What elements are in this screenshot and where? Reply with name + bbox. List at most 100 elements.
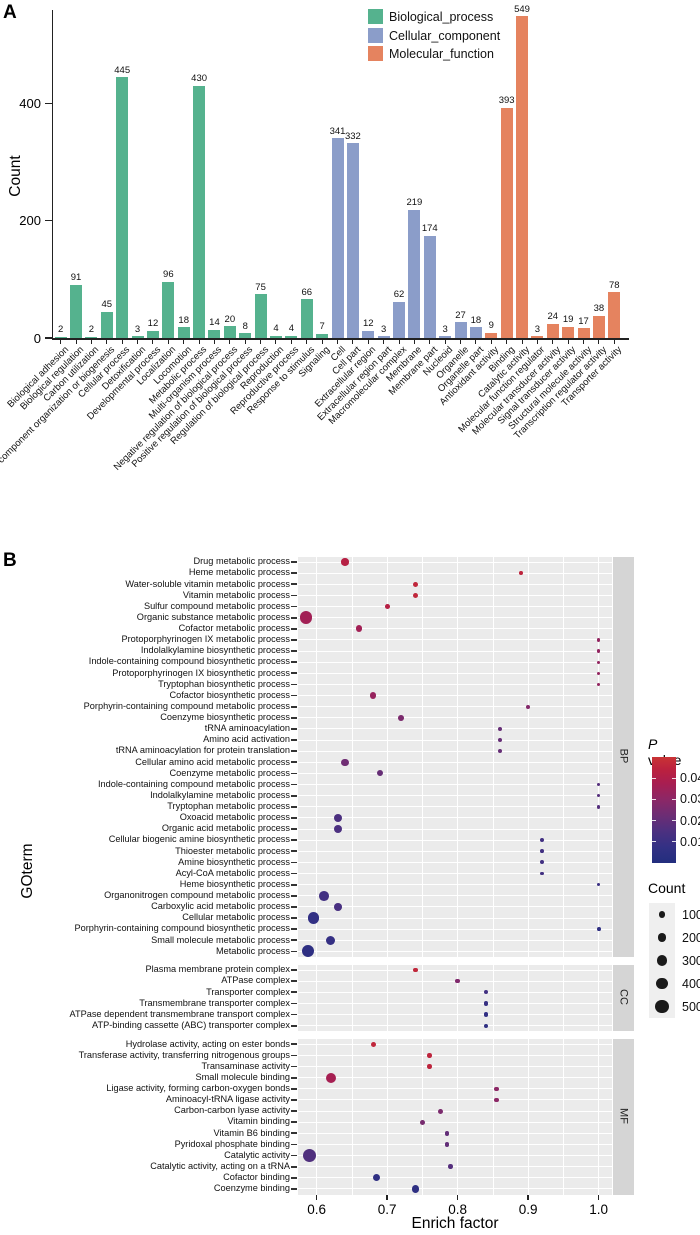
x-axis-tick [137,339,139,344]
row-label: Coenzyme biosynthetic process [160,712,290,722]
row-label: Carbon-carbon lyase activity [174,1105,290,1116]
gridline-row [298,1099,612,1101]
x-axis-tick [60,339,62,344]
y-axis-tick [291,1132,297,1135]
row-label: Vitamin binding [227,1116,290,1127]
gridline-major [527,1038,529,1195]
data-point-dot [455,978,460,984]
x-axis-tick-label: 0.8 [448,1201,468,1217]
bar-value-label: 9 [488,320,494,332]
x-axis-tick [567,339,569,344]
count-axis-title: Count [7,155,24,197]
data-point-dot [448,1164,453,1169]
bar [393,301,405,338]
gridline-row [298,739,612,741]
gridline-row [298,1166,612,1168]
x-axis-tick [337,339,338,344]
count-legend-key-dot [658,911,666,918]
gridline-row [298,661,612,663]
bar [285,335,298,338]
data-point-dot [384,604,390,609]
row-label: Heme biosynthetic process [179,878,290,889]
gridline-row [298,817,612,819]
y-axis-tick [291,739,297,741]
y-axis-tick [291,817,297,819]
gridline-row [298,1014,612,1016]
bar [85,336,98,338]
x-axis-tick [275,339,277,344]
x-axis-tick [352,339,354,344]
pvalue-legend-title-p: P [648,736,658,752]
y-axis-tick [291,917,297,919]
gridline-row [298,991,612,993]
x-axis-tick [229,339,231,344]
data-point-dot [519,571,523,576]
data-point-dot [444,1131,450,1136]
bar-value-label: 174 [421,223,438,235]
data-point-dot [540,871,545,876]
gridline-row [298,939,612,941]
gridline-row [298,861,612,863]
row-label: Transporter complex [206,986,290,997]
x-axis-tick [198,339,200,344]
gridline-row [298,728,612,730]
y-axis-tick [291,794,297,797]
bar [54,336,67,338]
x-axis-tick [260,339,262,344]
y-axis-tick [291,605,297,608]
bar [193,85,206,338]
x-axis-line [51,338,629,340]
facet-strip: CC [612,964,634,1032]
y-axis-tick [291,850,297,853]
y-axis-tick [291,928,297,931]
y-axis-tick [291,672,297,675]
row-label: Transaminase activity [201,1060,290,1071]
bar-value-label: 4 [273,323,279,335]
y-axis-tick [291,894,297,897]
row-label: Pyridoxal phosphate binding [174,1138,290,1149]
data-point-dot [412,592,418,598]
data-point-dot [526,704,531,709]
data-point-dot [307,912,319,924]
bar [423,235,436,338]
gridline-row [298,928,612,930]
row-label: Hydrolase activity, acting on ester bond… [125,1038,290,1049]
count-legend-key-label: 400 [682,977,700,991]
bar-value-label: 20 [224,313,236,325]
gridline-major [457,556,459,957]
x-axis-tick [444,339,446,344]
pvalue-tick-label: 0.02 [680,813,700,828]
y-axis-tick [291,616,297,619]
data-point-dot [597,649,601,653]
gridline-row [298,628,612,630]
row-label: ATPase complex [221,975,290,986]
bar [485,332,498,338]
gridline-row [298,583,612,585]
x-axis-tick [290,339,292,344]
bar [223,326,236,338]
row-label: Heme metabolic process [188,567,290,578]
gridline-row [298,906,612,908]
bar [608,292,621,338]
x-axis-tick [315,1195,318,1200]
data-point-dot [299,611,313,624]
x-axis-tick [597,1195,600,1200]
y-axis-tick [291,583,297,586]
data-point-dot [597,682,601,686]
gridline-row [298,1043,612,1045]
bar-value-label: 3 [134,323,141,335]
gridline-row [298,806,612,808]
y-axis-tick [291,728,297,730]
row-label: Small molecule binding [195,1071,290,1082]
bar-value-label: 18 [178,314,189,326]
gridline-row [298,1077,612,1079]
data-point-dot [413,967,418,973]
gridline-major [598,556,600,957]
legend-label: Cellular_component [389,28,501,43]
y-axis-tick [291,1087,297,1090]
row-label: tRNA aminoacylation [204,723,290,734]
bar-value-label: 96 [163,269,174,281]
pvalue-tick-mark [672,777,676,779]
data-point-dot [494,1086,499,1091]
